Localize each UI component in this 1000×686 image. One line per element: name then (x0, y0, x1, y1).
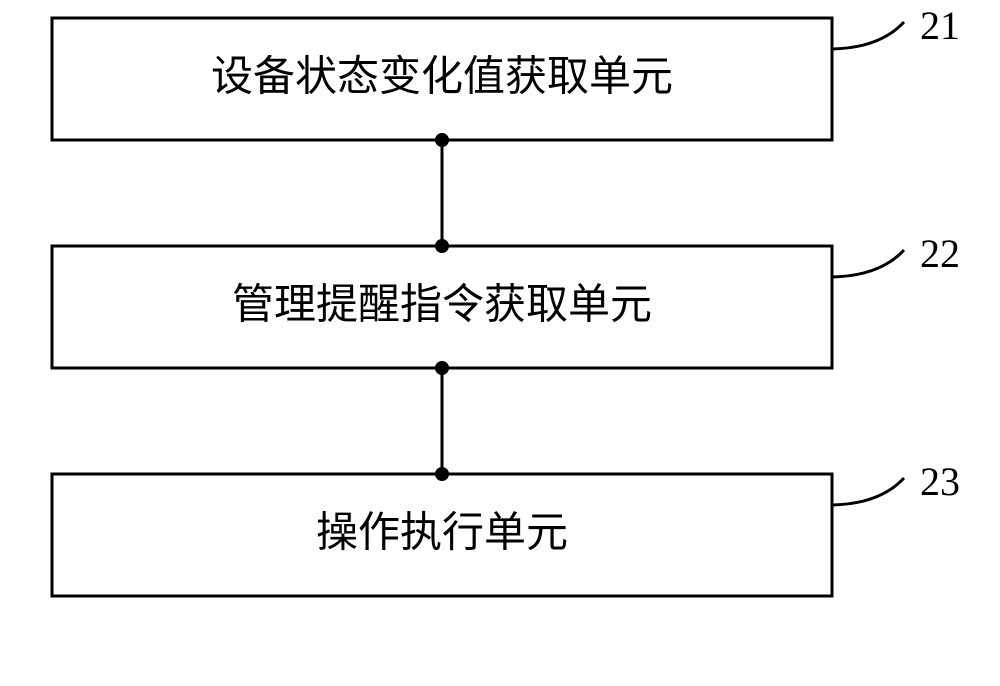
connector-dot (435, 467, 449, 481)
flow-box-label: 设备状态变化值获取单元 (211, 54, 673, 101)
connector-dot (435, 239, 449, 253)
connector-dot (435, 133, 449, 147)
flow-box-label: 操作执行单元 (316, 511, 568, 557)
leader-line (832, 478, 904, 505)
diagram-canvas: 设备状态变化值获取单元管理提醒指令获取单元操作执行单元 21 22 23 (0, 0, 1000, 686)
leader-line (832, 250, 904, 277)
connector-dot (435, 361, 449, 375)
reference-number: 21 (920, 3, 960, 48)
leader-line (832, 22, 904, 49)
reference-number: 23 (920, 459, 960, 504)
flow-box-label: 管理提醒指令获取单元 (232, 283, 652, 329)
reference-number: 22 (920, 231, 960, 276)
